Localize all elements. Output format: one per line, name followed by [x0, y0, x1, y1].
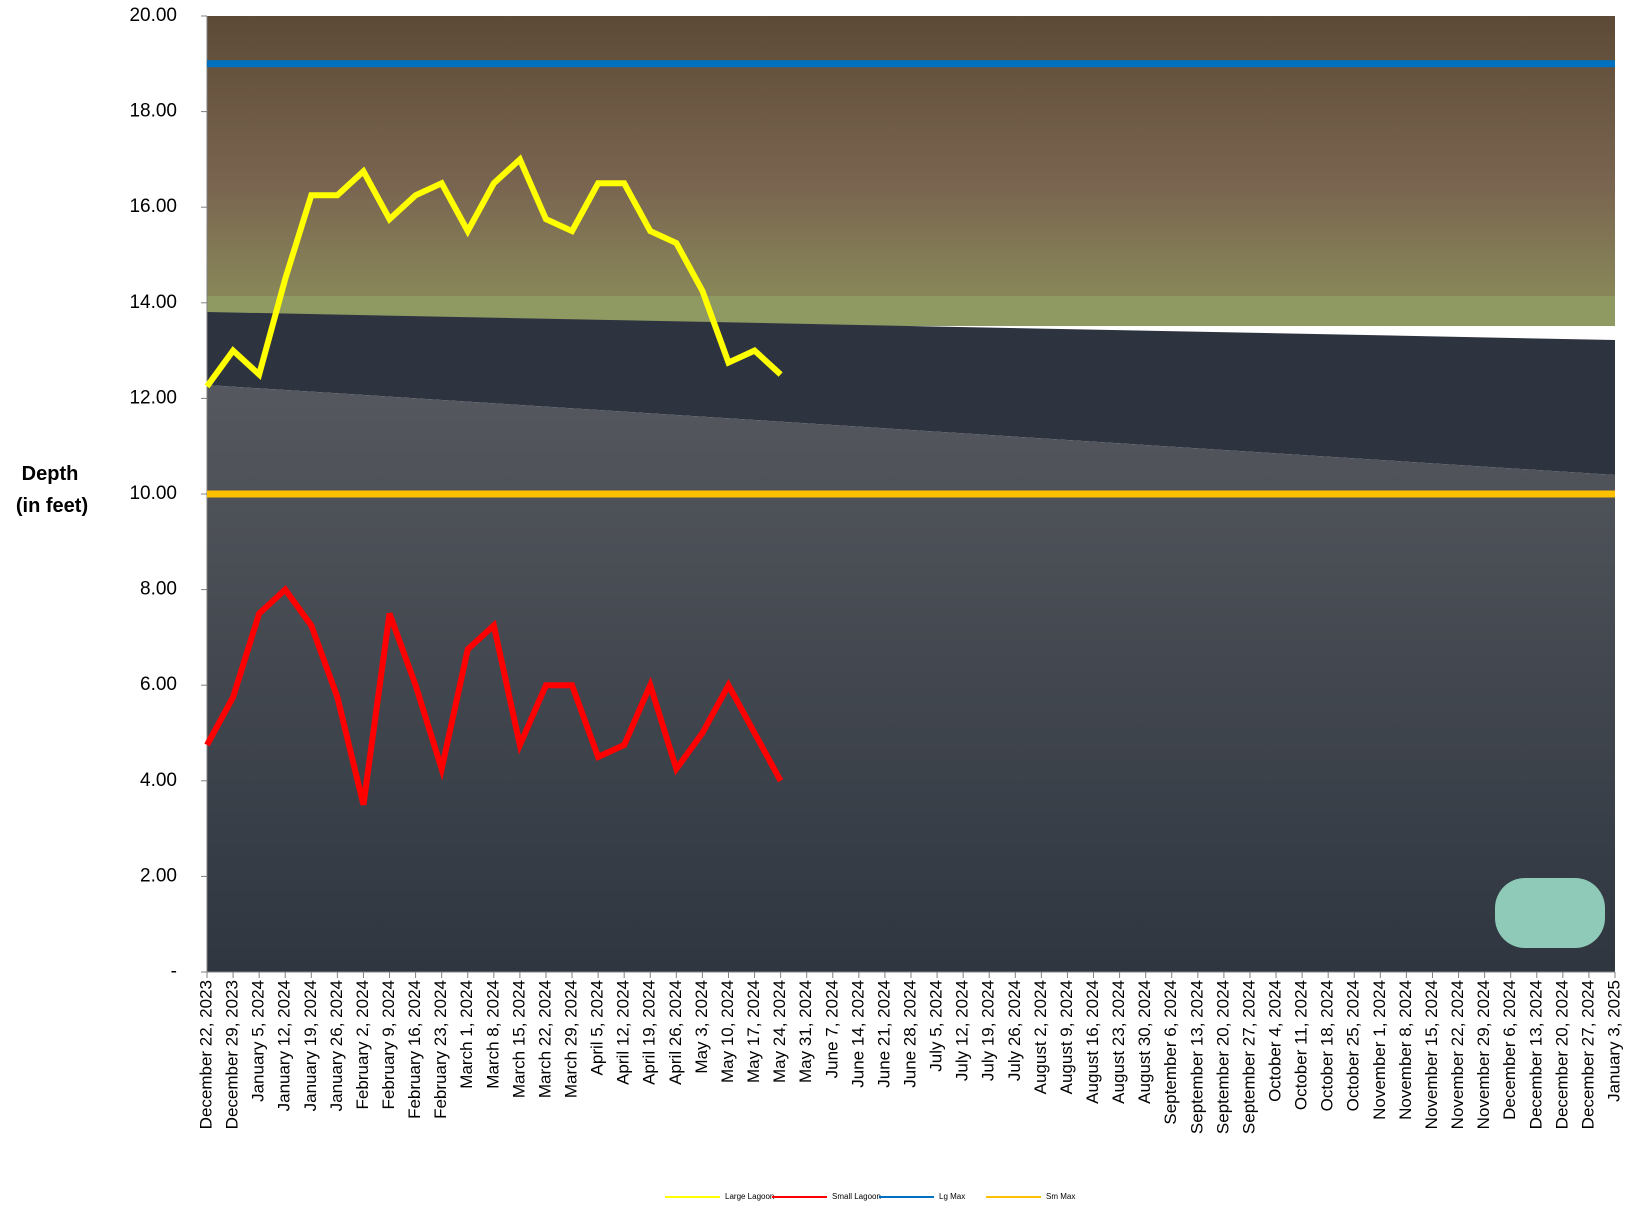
x-tick-label: November 22, 2024	[1448, 980, 1467, 1129]
x-tick-label: February 2, 2024	[353, 980, 372, 1109]
y-tick-label: 6.00	[140, 674, 177, 695]
x-tick-label: August 2, 2024	[1031, 980, 1050, 1094]
series-line	[204, 585, 784, 806]
x-tick-label: March 22, 2024	[535, 980, 554, 1098]
x-tick-label: June 7, 2024	[822, 980, 841, 1078]
x-tick-label: May 24, 2024	[770, 980, 789, 1083]
x-tick-label: March 15, 2024	[509, 980, 528, 1098]
legend-label: Sm Max	[1046, 1192, 1075, 1201]
x-tick-label: January 19, 2024	[301, 980, 320, 1111]
x-tick-label: October 4, 2024	[1266, 980, 1285, 1102]
y-tick-label: 12.00	[129, 387, 177, 408]
x-tick-label: June 28, 2024	[900, 980, 919, 1088]
x-tick-label: October 25, 2024	[1344, 980, 1363, 1111]
x-tick-label: October 11, 2024	[1292, 980, 1311, 1110]
x-tick-label: May 10, 2024	[718, 980, 737, 1083]
x-tick-label: January 3, 2025	[1604, 980, 1623, 1102]
x-tick-label: November 29, 2024	[1474, 980, 1493, 1129]
x-tick-label: March 1, 2024	[457, 980, 476, 1089]
y-tick-label: 20.00	[129, 5, 177, 26]
legend-label: Lg Max	[939, 1192, 965, 1201]
legend-label: Large Lagoon	[725, 1192, 774, 1201]
x-tick-label: July 19, 2024	[979, 980, 998, 1081]
x-tick-label: December 20, 2024	[1552, 980, 1571, 1129]
x-tick-label: May 17, 2024	[744, 980, 763, 1083]
y-tick-label: 14.00	[129, 292, 177, 313]
y-tick-label: 16.00	[129, 196, 177, 217]
y-axis-label: (in feet)	[16, 495, 88, 517]
y-tick-label: -	[171, 961, 177, 982]
x-tick-label: September 27, 2024	[1239, 980, 1258, 1134]
x-tick-label: August 9, 2024	[1057, 980, 1076, 1094]
x-tick-label: January 26, 2024	[327, 980, 346, 1111]
x-tick-label: December 27, 2024	[1578, 980, 1597, 1129]
x-tick-label: March 29, 2024	[562, 980, 581, 1098]
x-tick-label: December 29, 2023	[223, 980, 242, 1129]
x-tick-label: April 19, 2024	[640, 980, 659, 1085]
x-tick-label: February 9, 2024	[379, 980, 398, 1109]
x-tick-label: July 12, 2024	[953, 980, 972, 1081]
x-tick-label: December 13, 2024	[1526, 980, 1545, 1129]
x-tick-label: July 5, 2024	[927, 980, 946, 1072]
x-tick-label: October 18, 2024	[1318, 980, 1337, 1111]
x-tick-label: August 30, 2024	[1135, 980, 1154, 1104]
x-tick-label: November 1, 2024	[1370, 980, 1389, 1120]
legend-label: Small Lagoon	[832, 1192, 881, 1201]
x-tick-label: May 3, 2024	[692, 980, 711, 1074]
x-tick-label: April 12, 2024	[614, 980, 633, 1085]
x-tick-label: November 8, 2024	[1396, 980, 1415, 1120]
y-tick-label: 4.00	[140, 770, 177, 791]
x-tick-label: May 31, 2024	[796, 980, 815, 1083]
x-tick-label: June 21, 2024	[874, 980, 893, 1088]
x-tick-label: January 12, 2024	[275, 980, 294, 1111]
x-tick-label: November 15, 2024	[1422, 980, 1441, 1129]
x-tick-label: April 5, 2024	[588, 980, 607, 1075]
x-tick-label: February 16, 2024	[405, 980, 424, 1119]
y-tick-label: 8.00	[140, 579, 177, 600]
x-tick-label: September 20, 2024	[1213, 980, 1232, 1134]
x-tick-label: January 5, 2024	[249, 980, 268, 1102]
y-axis-label: Depth	[22, 463, 79, 485]
y-tick-label: 10.00	[129, 483, 177, 504]
y-tick-label: 18.00	[129, 101, 177, 122]
x-tick-label: August 16, 2024	[1083, 980, 1102, 1104]
x-tick-label: February 23, 2024	[431, 980, 450, 1119]
x-tick-label: August 23, 2024	[1109, 980, 1128, 1104]
x-tick-label: July 26, 2024	[1005, 980, 1024, 1081]
x-tick-label: April 26, 2024	[666, 980, 685, 1085]
y-tick-label: 2.00	[140, 865, 177, 886]
x-tick-label: September 6, 2024	[1161, 980, 1180, 1125]
x-tick-label: December 22, 2023	[196, 980, 215, 1129]
x-tick-label: June 14, 2024	[848, 980, 867, 1088]
x-tick-label: December 6, 2024	[1500, 980, 1519, 1120]
x-tick-label: March 8, 2024	[483, 980, 502, 1089]
series-line	[204, 154, 783, 389]
x-tick-label: September 13, 2024	[1187, 980, 1206, 1134]
